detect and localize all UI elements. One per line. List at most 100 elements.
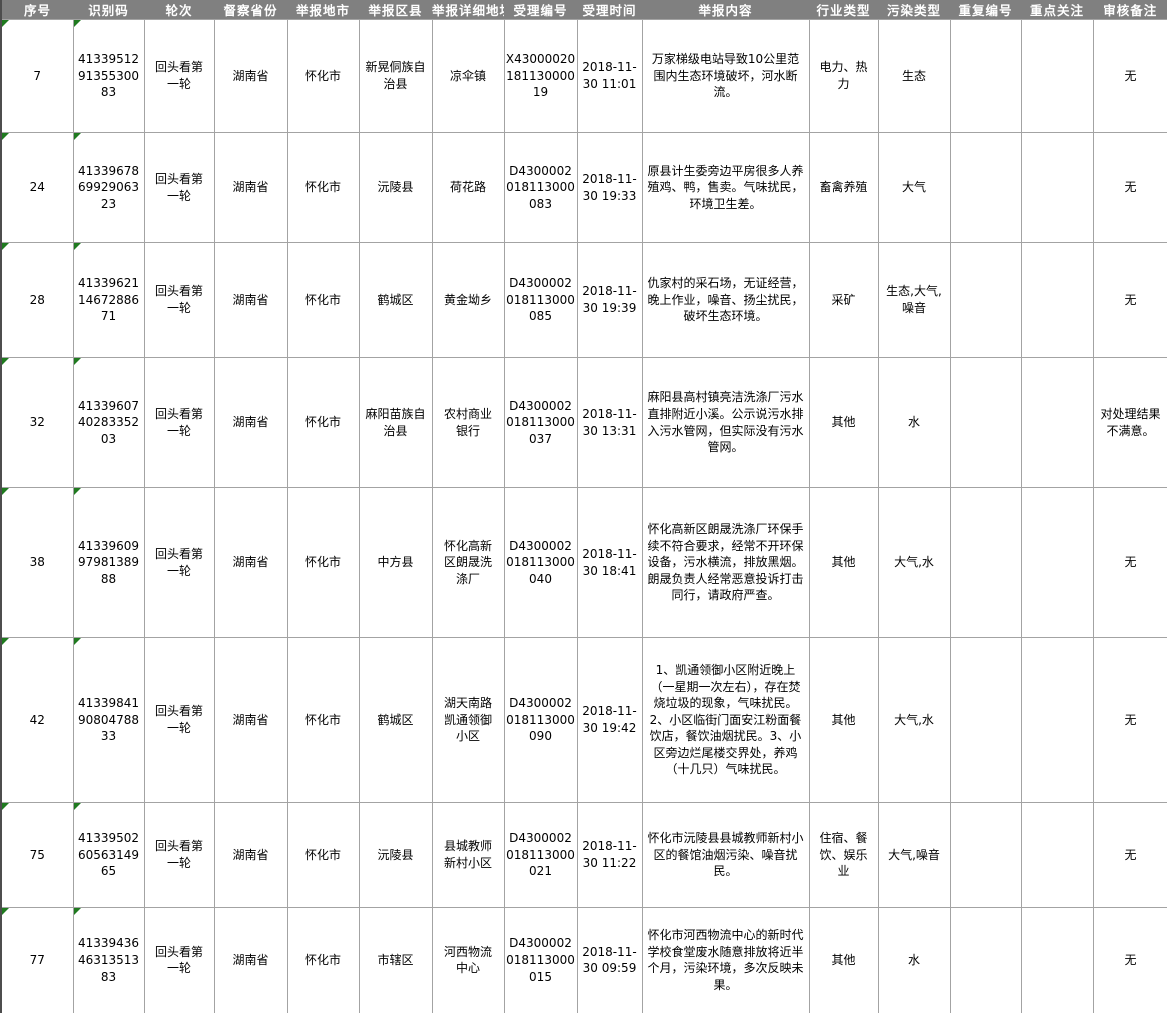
cell-content: 怀化市河西物流中心的新时代学校食堂废水随意排放将近半个月，污染环境，多次反映未果…	[641, 907, 810, 1013]
cell-review_note: 对处理结果不满意。	[1092, 357, 1167, 488]
error-indicator-icon	[2, 243, 9, 250]
cell-seq: 75	[0, 802, 74, 908]
column-header-city: 举报地市	[287, 0, 359, 20]
cell-value: 大气	[901, 180, 926, 195]
cell-content: 怀化高新区朗晟洗涤厂环保手续不符合要求，经常不开环保设备，污水横流，排放黑烟。朗…	[641, 487, 810, 638]
cell-address: 湖天南路凯通领御小区	[431, 637, 505, 803]
cell-city: 怀化市	[286, 242, 360, 358]
cell-value: 生态,大气,噪音	[886, 284, 942, 315]
cell-city: 怀化市	[286, 637, 360, 803]
cell-value: 其他	[831, 415, 856, 430]
cell-value: 采矿	[831, 292, 856, 307]
cell-case_no: D4300002018113000021	[503, 802, 578, 908]
cell-value: 中方县	[377, 555, 414, 570]
cell-value: 无	[1124, 847, 1137, 862]
cell-district: 沅陵县	[358, 802, 433, 908]
cell-address: 凉伞镇	[431, 19, 505, 133]
cell-district: 鹤城区	[358, 637, 433, 803]
table-row: 38 413396099798138988 回头看第一轮 湖南省 怀化市 中方县 怀化高新区…	[0, 487, 1167, 638]
cell-id_code: 413395026056314965	[72, 802, 145, 908]
cell-value: 畜禽养殖	[819, 180, 868, 195]
cell-value: 7	[33, 68, 42, 83]
cell-id_code: 413398419080478833	[72, 637, 145, 803]
cell-district: 沅陵县	[358, 132, 433, 243]
cell-accept_time: 2018-11-30 13:31	[576, 357, 643, 488]
cell-address: 荷花路	[431, 132, 505, 243]
cell-value: 怀化高新区朗晟洗涤厂环保手续不符合要求，经常不开环保设备，污水横流，排放黑烟。朗…	[647, 522, 804, 603]
error-indicator-icon	[74, 133, 81, 140]
cell-value: 新晃侗族自治县	[365, 60, 426, 91]
cell-value: 湖南省	[232, 847, 269, 862]
cell-value: 28	[29, 292, 45, 307]
cell-value: 沅陵县	[377, 180, 414, 195]
cell-review_note: 无	[1092, 907, 1167, 1013]
cell-accept_time: 2018-11-30 19:33	[576, 132, 643, 243]
cell-value: 农村商业银行	[443, 406, 492, 438]
cell-seq: 38	[0, 487, 74, 638]
cell-city: 怀化市	[286, 802, 360, 908]
cell-industry_type: 采矿	[808, 242, 879, 358]
column-header-district: 举报区县	[359, 0, 432, 20]
cell-value: D4300002018113000015	[506, 936, 575, 984]
cell-accept_time: 2018-11-30 18:41	[576, 487, 643, 638]
cell-content: 原县计生委旁边平房很多人养殖鸡、鸭，售卖。气味扰民，环境卫生差。	[641, 132, 810, 243]
cell-value: 市辖区	[377, 952, 414, 967]
cell-value: 荷花路	[449, 180, 486, 195]
cell-accept_time: 2018-11-30 09:59	[576, 907, 643, 1013]
error-indicator-icon	[74, 638, 81, 645]
cell-value: D4300002018113000083	[506, 163, 575, 211]
cell-value: 413398419080478833	[77, 696, 140, 744]
cell-round: 回头看第一轮	[143, 637, 215, 803]
cell-value: 2018-11-30 19:42	[582, 704, 637, 735]
cell-review_note: 无	[1092, 637, 1167, 803]
cell-content: 仇家村的采石场，无证经营，晚上作业，噪音、扬尘扰民，破坏生态环境。	[641, 242, 810, 358]
cell-seq: 77	[0, 907, 74, 1013]
cell-round: 回头看第一轮	[143, 132, 215, 243]
cell-address: 黄金坳乡	[431, 242, 505, 358]
column-header-seq: 序号	[1, 0, 73, 20]
cell-district: 市辖区	[358, 907, 433, 1013]
cell-industry_type: 其他	[808, 487, 879, 638]
cell-value: 湖南省	[232, 415, 269, 430]
cell-value: 大气,水	[894, 555, 934, 570]
cell-province: 湖南省	[213, 637, 288, 803]
cell-case_no: D4300002018113000037	[503, 357, 578, 488]
cell-city: 怀化市	[286, 357, 360, 488]
cell-pollution_type: 生态	[877, 19, 951, 133]
error-indicator-icon	[74, 803, 81, 810]
cell-dup_no	[949, 132, 1022, 243]
column-header-key_focus: 重点关注	[1021, 0, 1093, 20]
cell-value: 其他	[831, 952, 856, 967]
cell-id_code: 413396786992906323	[72, 132, 145, 243]
cell-value: 生态	[901, 68, 926, 83]
error-indicator-icon	[74, 358, 81, 365]
cell-id_code: 413396074028335203	[72, 357, 145, 488]
cell-province: 湖南省	[213, 242, 288, 358]
cell-value: 麻阳苗族自治县	[365, 406, 426, 438]
cell-value: 无	[1124, 555, 1137, 570]
cell-value: 凉伞镇	[449, 68, 486, 83]
cell-city: 怀化市	[286, 132, 360, 243]
cell-value: 2018-11-30 19:33	[582, 171, 637, 203]
column-header-address: 举报详细地址	[432, 0, 504, 20]
cell-value: 42	[29, 712, 45, 727]
cell-value: 麻阳县高村镇亮洁洗涤厂污水直排附近小溪。公示说污水排入污水管网，但实际没有污水管…	[647, 390, 804, 455]
cell-key_focus	[1020, 242, 1094, 358]
cell-dup_no	[949, 907, 1022, 1013]
cell-value: 38	[29, 555, 45, 570]
cell-address: 农村商业银行	[431, 357, 505, 488]
cell-district: 中方县	[358, 487, 433, 638]
column-header-pollution_type: 污染类型	[878, 0, 950, 20]
cell-value: 鹤城区	[377, 292, 414, 307]
cell-dup_no	[949, 357, 1022, 488]
table-row: 28 413396211467288671 回头看第一轮 湖南省 怀化市 鹤城区 黄金坳乡 D…	[0, 242, 1167, 358]
cell-value: 413396099798138988	[77, 538, 140, 586]
table-row: 32 413396074028335203 回头看第一轮 湖南省 怀化市 麻阳苗族自治县农…	[0, 357, 1167, 488]
cell-round: 回头看第一轮	[143, 802, 215, 908]
cell-accept_time: 2018-11-30 11:22	[576, 802, 643, 908]
cell-value: 413396074028335203	[77, 398, 140, 446]
cell-value: 回头看第一轮	[154, 60, 203, 91]
cell-pollution_type: 大气,水	[877, 487, 951, 638]
cell-round: 回头看第一轮	[143, 242, 215, 358]
cell-accept_time: 2018-11-30 19:39	[576, 242, 643, 358]
